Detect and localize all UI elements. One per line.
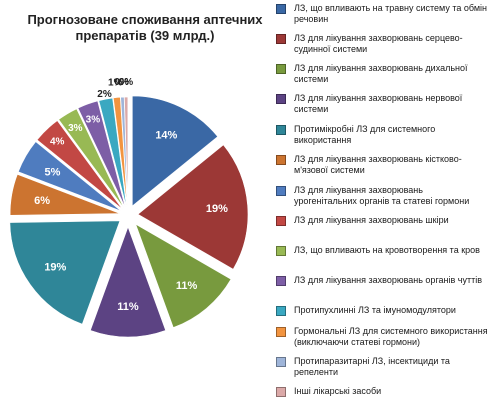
legend-swatch xyxy=(276,387,286,397)
slice-label: 1% xyxy=(108,78,123,89)
pie-slice xyxy=(124,96,129,208)
legend-swatch xyxy=(276,276,286,286)
legend-swatch xyxy=(276,94,286,104)
slice-label: 4% xyxy=(50,137,65,148)
pie-slice xyxy=(89,226,167,338)
legend-swatch xyxy=(276,125,286,135)
legend-swatch xyxy=(276,327,286,337)
legend-label: Протипаразитарні ЛЗ, інсектициди та репе… xyxy=(294,356,450,377)
pie-slice xyxy=(36,120,123,210)
pie-slice xyxy=(112,96,128,208)
slice-label: 14% xyxy=(155,129,177,141)
pie-slice xyxy=(137,144,249,270)
legend-swatch xyxy=(276,306,286,316)
slice-label: 2% xyxy=(97,89,112,100)
slice-label: 0% xyxy=(114,77,129,88)
legend-label: Протипухлинні ЛЗ та імуномодулятори xyxy=(294,305,456,315)
legend-label: ЛЗ для лікування захворювань дихальної с… xyxy=(294,63,468,84)
pie-slice xyxy=(17,141,122,212)
slice-label: 6% xyxy=(34,195,50,207)
pie-slice xyxy=(9,173,121,216)
chart-title: Прогнозоване споживання аптечних препара… xyxy=(27,12,263,43)
legend-swatch xyxy=(276,357,286,367)
pie-slice xyxy=(58,108,125,209)
pie-slice xyxy=(9,220,121,325)
legend-swatch xyxy=(276,186,286,196)
slice-label: 11% xyxy=(117,301,139,313)
slice-label: 19% xyxy=(44,262,66,274)
pie-slice xyxy=(77,100,126,208)
slice-label: 3% xyxy=(68,123,83,134)
legend-swatch xyxy=(276,4,286,14)
legend-label: Протимікробні ЛЗ для системного використ… xyxy=(294,124,436,145)
legend-swatch xyxy=(276,246,286,256)
pie-slice xyxy=(98,97,127,208)
slice-label: 19% xyxy=(206,203,228,215)
pie-chart: 14%19%11%11%19%6%5%4%3%3%2%1%0%0% xyxy=(9,77,249,338)
legend-label: ЛЗ для лікування захворювань органів чут… xyxy=(294,275,482,285)
slice-label: 11% xyxy=(176,280,198,292)
legend-label: ЛЗ для лікування захворювань нервової си… xyxy=(294,93,463,114)
slice-label: 0% xyxy=(119,77,134,88)
legend-label: ЛЗ для лікування захворювань кістково-м'… xyxy=(294,154,462,175)
legend-label: ЛЗ для лікування захворювань урогеніталь… xyxy=(294,185,470,206)
legend-swatch xyxy=(276,34,286,44)
legend-swatch xyxy=(276,155,286,165)
pie-slice xyxy=(135,223,232,328)
legend-label: ЛЗ для лікування захворювань шкіри xyxy=(294,215,449,225)
legend-label: Інші лікарські засоби xyxy=(294,386,382,396)
legend-label: Гормональні ЛЗ для системного використан… xyxy=(294,326,488,347)
legend-swatch xyxy=(276,216,286,226)
slice-label: 5% xyxy=(45,166,61,178)
legend-swatch xyxy=(276,64,286,74)
legend-label: ЛЗ для лікування захворювань серцево-суд… xyxy=(294,33,463,54)
legend-label: ЛЗ, що впливають на травну систему та об… xyxy=(294,3,487,24)
legend-label: ЛЗ, що впливають на кровотворення та кро… xyxy=(294,245,480,255)
pie-slice xyxy=(131,95,219,207)
slice-label: 3% xyxy=(86,115,101,126)
